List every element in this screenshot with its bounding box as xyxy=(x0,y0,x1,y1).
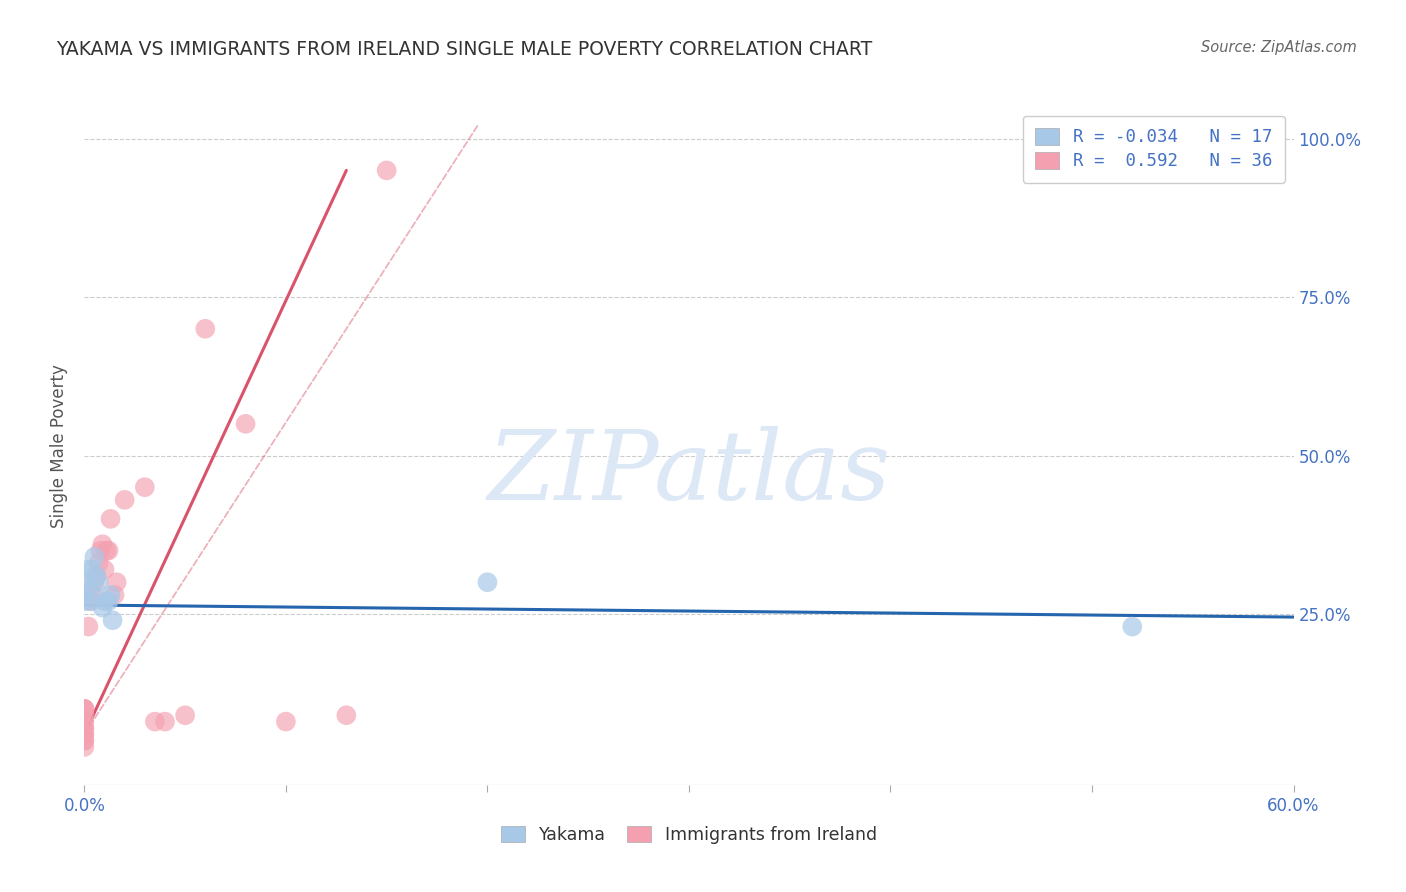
Point xyxy=(93,563,115,577)
Text: ZIPatlas: ZIPatlas xyxy=(488,426,890,520)
Point xyxy=(77,619,100,633)
Point xyxy=(73,727,96,741)
Point xyxy=(1121,619,1143,633)
Point xyxy=(91,600,114,615)
Point xyxy=(73,594,96,608)
Point xyxy=(86,569,108,583)
Point xyxy=(143,714,166,729)
Point xyxy=(174,708,197,723)
Point xyxy=(73,702,96,716)
Point xyxy=(73,727,96,741)
Point xyxy=(477,575,499,590)
Point xyxy=(274,714,297,729)
Point xyxy=(79,582,101,596)
Point xyxy=(79,594,101,608)
Point xyxy=(100,588,122,602)
Point xyxy=(73,708,96,723)
Point xyxy=(87,556,110,570)
Point xyxy=(73,721,96,735)
Point xyxy=(83,575,105,590)
Point xyxy=(73,721,96,735)
Point xyxy=(73,702,96,716)
Point xyxy=(83,549,105,564)
Point xyxy=(82,563,104,577)
Point xyxy=(86,569,108,583)
Point xyxy=(87,575,110,590)
Legend: Yakama, Immigrants from Ireland: Yakama, Immigrants from Ireland xyxy=(491,815,887,855)
Point xyxy=(89,543,111,558)
Text: Source: ZipAtlas.com: Source: ZipAtlas.com xyxy=(1201,40,1357,55)
Point xyxy=(105,575,128,590)
Point xyxy=(93,594,115,608)
Point xyxy=(235,417,257,431)
Point xyxy=(91,537,114,551)
Point xyxy=(153,714,176,729)
Point xyxy=(73,739,96,754)
Point xyxy=(96,543,118,558)
Point xyxy=(134,480,156,494)
Y-axis label: Single Male Poverty: Single Male Poverty xyxy=(51,364,69,528)
Point xyxy=(114,492,136,507)
Point xyxy=(73,733,96,747)
Point xyxy=(375,163,398,178)
Point xyxy=(100,512,122,526)
Point xyxy=(97,594,120,608)
Point xyxy=(97,543,120,558)
Point xyxy=(73,588,96,602)
Point xyxy=(101,613,124,627)
Point xyxy=(73,733,96,747)
Text: YAKAMA VS IMMIGRANTS FROM IRELAND SINGLE MALE POVERTY CORRELATION CHART: YAKAMA VS IMMIGRANTS FROM IRELAND SINGLE… xyxy=(56,40,873,59)
Point xyxy=(73,714,96,729)
Point xyxy=(82,588,104,602)
Point xyxy=(73,575,96,590)
Point xyxy=(104,588,127,602)
Point xyxy=(73,702,96,716)
Point xyxy=(79,594,101,608)
Point xyxy=(194,322,217,336)
Point xyxy=(73,563,96,577)
Point xyxy=(335,708,357,723)
